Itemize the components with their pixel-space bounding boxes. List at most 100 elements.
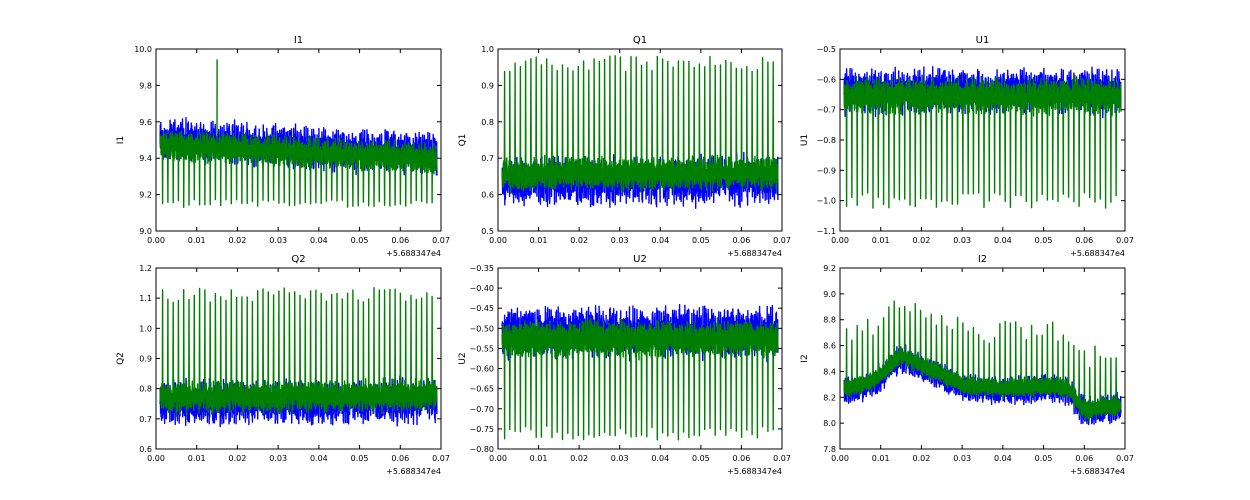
y-axis-label: Q1	[458, 134, 468, 147]
y-tick-label: 9.6	[139, 118, 152, 127]
x-offset-label: +5.688347e4	[386, 249, 441, 258]
series-line-green	[159, 59, 438, 209]
x-offset-label: +5.688347e4	[386, 467, 441, 476]
x-tick-label: 0.06	[391, 454, 409, 463]
y-tick-label: −0.5	[817, 45, 836, 54]
x-tick-label: 0.05	[1035, 236, 1053, 245]
y-tick-label: −0.65	[469, 385, 494, 394]
chart-title: U1	[976, 35, 990, 46]
axes-frame	[155, 48, 442, 232]
x-tick-label: 0.05	[692, 236, 710, 245]
x-tick-label: 0.02	[913, 454, 931, 463]
y-tick-label: 1.0	[481, 45, 494, 54]
chart-title: I1	[294, 35, 303, 46]
y-tick-label: 8.4	[823, 367, 836, 376]
y-tick-label: 10.0	[134, 45, 152, 54]
x-tick-label: 0.03	[611, 454, 629, 463]
y-tick-label: 9.8	[139, 81, 152, 90]
y-tick-label: −0.7	[817, 106, 836, 115]
chart-title: I2	[978, 254, 987, 265]
y-tick-label: 9.2	[139, 191, 152, 200]
x-offset-label: +5.688347e4	[1070, 249, 1125, 258]
x-tick-label: 0.07	[432, 236, 450, 245]
x-tick-label: 0.02	[913, 236, 931, 245]
x-tick-label: 0.07	[773, 454, 791, 463]
y-tick-label: 1.2	[139, 264, 152, 273]
series-line-green	[843, 74, 1122, 209]
x-tick-label: 0.00	[147, 236, 165, 245]
subplot-u1: 0.00 0.01 0.02 0.03 0.04 0.05 0.06 0.07 −1.1 −1.0…	[800, 35, 1134, 258]
plot-area	[501, 304, 779, 441]
x-tick-label: 0.00	[831, 236, 849, 245]
y-tick-label: 8.0	[823, 419, 836, 428]
x-tick-label: 0.03	[269, 236, 287, 245]
x-tick-label: 0.07	[773, 236, 791, 245]
y-tick-label: −0.75	[469, 425, 494, 434]
y-tick-label: 0.6	[481, 191, 494, 200]
x-tick-label: 0.01	[530, 236, 548, 245]
y-tick-label: 0.9	[481, 81, 494, 90]
x-tick-label: 0.03	[953, 236, 971, 245]
y-axis-label: Q2	[116, 352, 126, 365]
axes-frame	[839, 267, 1126, 450]
x-tick-label: 0.02	[229, 454, 247, 463]
y-tick-label: 0.7	[139, 415, 152, 424]
x-tick-label: 0.00	[831, 454, 849, 463]
y-tick-label: 0.8	[481, 118, 494, 127]
x-tick-label: 0.06	[733, 236, 751, 245]
y-tick-label: −0.35	[469, 264, 494, 273]
x-tick-label: 0.01	[530, 454, 548, 463]
y-tick-label: 9.0	[823, 290, 836, 299]
y-axis-label: U1	[800, 134, 810, 146]
y-tick-label: −0.60	[469, 365, 494, 374]
x-tick-label: 0.04	[310, 236, 328, 245]
y-tick-label: −1.1	[817, 227, 836, 236]
x-tick-label: 0.07	[1116, 236, 1134, 245]
y-tick-label: 0.9	[139, 355, 152, 364]
x-tick-label: 0.02	[570, 454, 588, 463]
x-tick-label: 0.05	[351, 454, 369, 463]
x-tick-label: 0.06	[1075, 454, 1093, 463]
y-tick-label: 1.0	[139, 324, 152, 333]
y-tick-label: 9.0	[139, 227, 152, 236]
subplot-u2: 0.00 0.01 0.02 0.03 0.04 0.05 0.06 0.07 −0.80 −0.…	[458, 254, 791, 476]
x-tick-label: 0.00	[489, 236, 507, 245]
x-tick-label: 0.04	[994, 236, 1012, 245]
x-tick-label: 0.07	[1116, 454, 1134, 463]
y-tick-label: −0.9	[817, 166, 836, 175]
x-tick-label: 0.02	[229, 236, 247, 245]
x-tick-label: 0.04	[310, 454, 328, 463]
y-tick-label: 8.6	[823, 342, 836, 351]
y-axis-label: I2	[800, 354, 810, 362]
x-tick-label: 0.00	[489, 454, 507, 463]
subplot-i1: 0.00 0.01 0.02 0.03 0.04 0.05 0.06 0.07 9.0 9.2 9.…	[116, 35, 450, 258]
y-tick-label: 9.4	[139, 154, 152, 163]
x-tick-label: 0.01	[188, 236, 206, 245]
chart-title: U2	[633, 254, 647, 265]
x-tick-label: 0.01	[872, 454, 890, 463]
x-tick-label: 0.04	[994, 454, 1012, 463]
subplot-q2: 0.00 0.01 0.02 0.03 0.04 0.05 0.06 0.07 0.6 0.7 0.…	[116, 254, 450, 476]
y-tick-label: 0.7	[481, 154, 494, 163]
y-tick-label: 0.8	[139, 385, 152, 394]
x-tick-label: 0.02	[570, 236, 588, 245]
x-tick-label: 0.03	[269, 454, 287, 463]
subplot-i2: 0.00 0.01 0.02 0.03 0.04 0.05 0.06 0.07 7.8 8.0 8.…	[800, 254, 1134, 476]
y-tick-label: 7.8	[823, 445, 836, 454]
y-tick-label: −0.80	[469, 445, 494, 454]
x-tick-label: 0.07	[432, 454, 450, 463]
y-axis-label: U2	[458, 352, 468, 364]
y-tick-label: 0.5	[481, 227, 494, 236]
x-tick-label: 0.05	[351, 236, 369, 245]
plot-area	[843, 66, 1122, 209]
y-tick-label: −0.50	[469, 324, 494, 333]
y-tick-label: 9.2	[823, 264, 836, 273]
plot-area	[159, 59, 438, 209]
plot-area	[843, 300, 1122, 426]
series-line-green	[843, 300, 1122, 422]
x-tick-label: 0.04	[651, 236, 669, 245]
x-offset-label: +5.688347e4	[727, 467, 782, 476]
x-tick-label: 0.06	[1075, 236, 1093, 245]
y-tick-label: 0.6	[139, 445, 152, 454]
x-tick-label: 0.03	[953, 454, 971, 463]
